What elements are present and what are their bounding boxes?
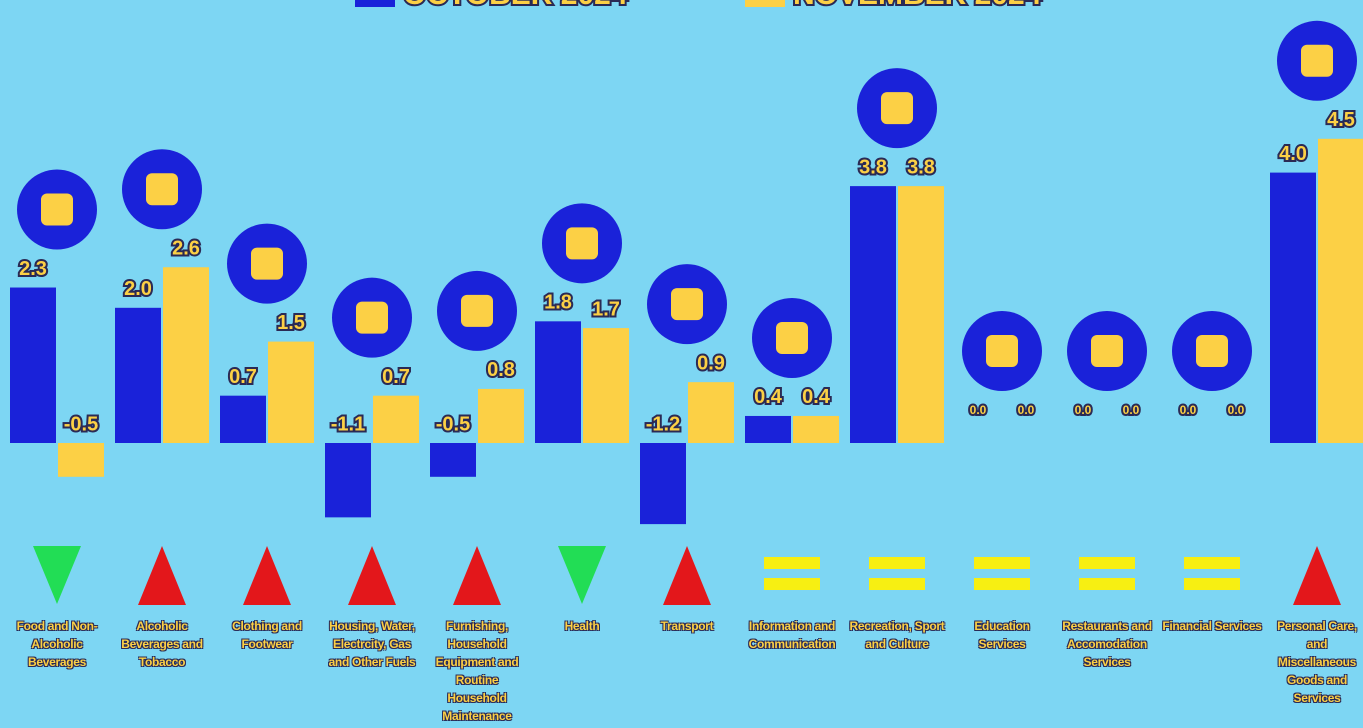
bar [793,415,839,443]
bar [58,443,104,477]
bar [583,328,629,443]
bar [10,287,56,443]
bar [1318,138,1363,444]
icon-glyph [1196,335,1228,367]
value-label: 2.6 [172,238,200,260]
bar [898,186,944,443]
value-label: 4.5 [1327,109,1355,131]
icon-glyph [776,321,808,354]
trend-equal [1184,578,1240,590]
bar [115,307,161,443]
bar [1270,172,1316,443]
bar [268,341,314,443]
trend-up [1293,546,1341,605]
icon-glyph [356,301,388,334]
trend-equal [974,557,1030,569]
category-label: Food and Non-Alcoholic Beverages [16,619,98,669]
bar [430,443,476,477]
value-label: 0.0 [1180,403,1197,417]
value-label: 0.0 [970,403,987,417]
bar [535,321,581,443]
category-label: Restaurants and Accomodation Services [1062,619,1152,669]
value-label: 0.8 [487,359,515,381]
icon-glyph [986,335,1018,367]
trend-equal [764,557,820,569]
bar [325,443,371,518]
trend-down [558,546,606,604]
trend-up [138,546,186,605]
category-label: Furnishing, Household Equipment and Rout… [435,619,519,723]
trend-equal [869,578,925,590]
value-label: 2.0 [124,278,152,300]
trend-equal [1184,557,1240,569]
value-label: 0.7 [229,366,257,388]
value-label: 0.4 [754,386,783,408]
value-label: -1.2 [646,413,680,435]
value-label: 0.4 [802,386,831,408]
icon-glyph [566,227,598,260]
category-label: Education Services [974,619,1030,651]
icon-glyph [1091,335,1123,367]
bar [163,267,209,443]
bar [850,186,896,443]
value-label: -0.5 [436,413,470,435]
value-label: -0.5 [64,413,98,435]
trend-down [33,546,81,604]
icon-glyph [671,288,703,321]
trend-equal [764,578,820,590]
value-label: 0.0 [1123,403,1140,417]
category-label: Transport [660,619,714,633]
value-label: 3.8 [907,156,935,178]
trend-equal [974,578,1030,590]
category-label: Information and Communication [748,619,836,651]
bar [640,443,686,525]
trend-equal [869,557,925,569]
category-label: Alcoholic Beverages and Tobacco [121,619,203,669]
category-label: Personal Care, and Miscellaneous Goods a… [1277,619,1357,705]
bar [220,395,266,443]
legend-swatch [745,0,785,7]
icon-glyph [1301,44,1333,77]
bar [745,415,791,443]
value-label: -1.1 [331,413,365,435]
value-label: 1.5 [277,312,305,334]
icon-glyph [251,247,283,280]
category-label: Clothing and Footwear [232,619,302,651]
value-label: 0.0 [1018,403,1035,417]
value-label: 1.7 [592,298,620,320]
legend-label: NOVEMBER 2024 [793,0,1042,11]
trend-equal [1079,578,1135,590]
icon-glyph [881,92,913,125]
bar [373,395,419,443]
trend-equal [1079,557,1135,569]
legend-label: OCTOBER 2024 [403,0,628,11]
category-label: Health [564,619,600,633]
bar [478,388,524,443]
icon-glyph [461,294,493,327]
category-label: Financial Services [1162,619,1262,633]
category-label: Recreation, Sport and Culture [849,619,945,651]
value-label: 3.8 [859,156,887,178]
trend-up [663,546,711,605]
value-label: 0.0 [1075,403,1092,417]
legend-swatch [355,0,395,7]
category-label: Housing, Water, Electrcity, Gas and Othe… [328,619,416,669]
value-label: 1.8 [544,292,572,314]
value-label: 2.3 [19,258,47,280]
value-label: 0.9 [697,352,725,374]
bar [688,382,734,443]
value-label: 0.7 [382,366,410,388]
icon-glyph [146,173,178,206]
icon-glyph [41,193,73,226]
value-label: 4.0 [1279,143,1307,165]
trend-up [348,546,396,605]
value-label: 0.0 [1228,403,1245,417]
trend-up [243,546,291,605]
trend-up [453,546,501,605]
